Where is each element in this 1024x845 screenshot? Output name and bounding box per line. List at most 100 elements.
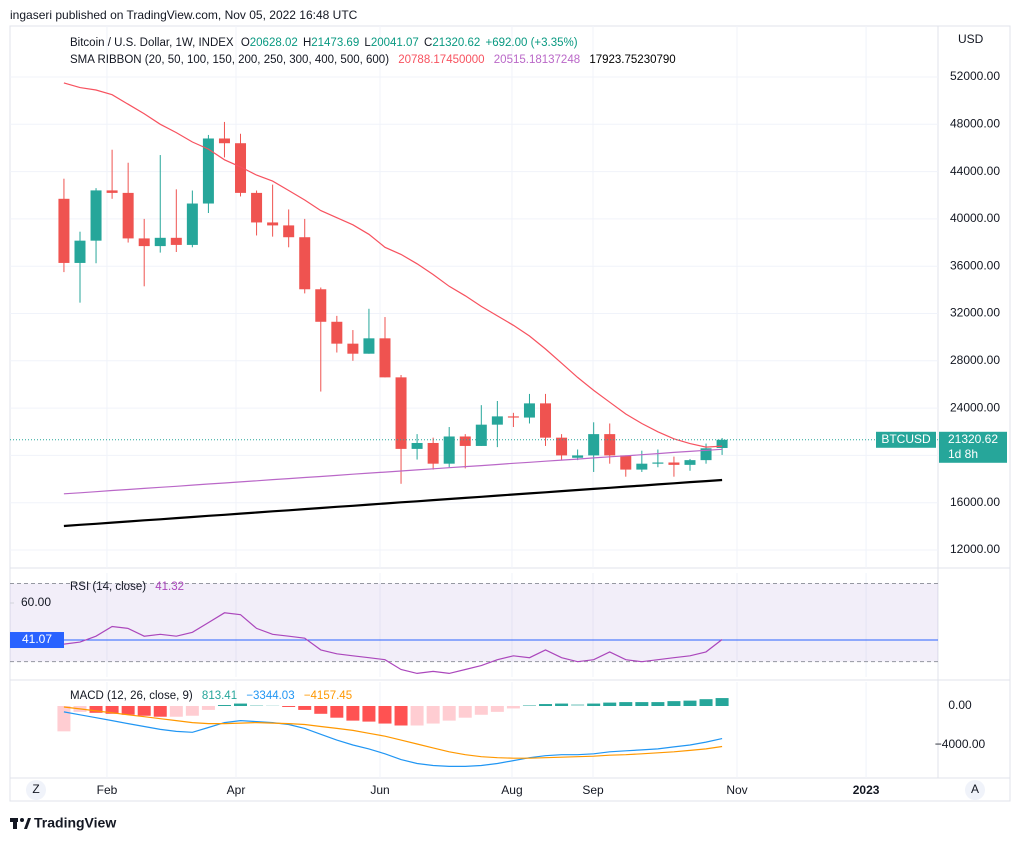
legend-letter: C xyxy=(424,37,432,49)
histogram-bar xyxy=(170,706,183,717)
rsi-title: RSI (14, close) xyxy=(70,581,146,593)
histogram-bar xyxy=(683,701,696,706)
histogram-bar xyxy=(459,706,472,718)
rsi-band xyxy=(10,583,938,661)
legend-letter: O xyxy=(241,37,250,49)
histogram-bar xyxy=(667,701,680,706)
ma-value: 20515.18137248 xyxy=(494,54,580,66)
macd-line xyxy=(64,712,722,767)
candle-body xyxy=(139,238,150,246)
x-tick-label: Apr xyxy=(227,783,246,797)
histogram-bar xyxy=(443,706,456,721)
y-tick-label: 48000.00 xyxy=(950,116,1000,130)
candle-body xyxy=(588,434,599,455)
legend-title: Bitcoin / U.S. Dollar, 1W, INDEX xyxy=(70,37,234,49)
candle-body xyxy=(74,241,85,263)
main-legend: Bitcoin / U.S. Dollar, 1W, INDEX O20628.… xyxy=(70,37,578,49)
histogram-bar xyxy=(218,705,231,706)
currency-label: USD xyxy=(958,32,984,46)
histogram-bar xyxy=(122,706,135,715)
legend-open: 20628.02 xyxy=(250,37,298,49)
y-tick-label: 0.00 xyxy=(948,698,972,712)
histogram-bar xyxy=(507,706,520,708)
ma-title: SMA RIBBON (20, 50, 100, 150, 200, 250, … xyxy=(70,54,389,66)
candle-body xyxy=(235,143,246,193)
histogram-bar xyxy=(700,699,713,706)
candle-body xyxy=(315,289,326,322)
macd-hist-value: 813.41 xyxy=(202,690,237,702)
y-tick-label: 28000.00 xyxy=(950,353,1000,367)
legend-change: +692.00 (+3.35%) xyxy=(485,37,577,49)
candle-body xyxy=(524,403,535,417)
histogram-bar xyxy=(314,706,327,714)
histogram-bar xyxy=(330,706,343,718)
logo-part xyxy=(20,818,24,822)
y-tick-label: 12000.00 xyxy=(950,542,1000,556)
x-tick-label: Sep xyxy=(582,783,604,797)
y-tick-label: 32000.00 xyxy=(950,306,1000,320)
histogram-bar xyxy=(57,706,70,731)
y-tick-label: 40000.00 xyxy=(950,211,1000,225)
candle-body xyxy=(155,238,166,246)
histogram-bar xyxy=(186,706,199,716)
candle-body xyxy=(460,436,471,445)
histogram-bar xyxy=(427,706,440,724)
countdown-label: 1d 8h xyxy=(948,447,978,461)
candle-body xyxy=(283,225,294,237)
histogram-bar xyxy=(202,706,215,710)
histogram-bar xyxy=(234,704,247,706)
rsi-marker-label: 41.07 xyxy=(22,632,52,646)
candle-body xyxy=(684,460,695,465)
symbol-label: BTCUSD xyxy=(881,432,931,446)
candle-body xyxy=(412,443,423,449)
candle-body xyxy=(540,403,551,437)
candle-body xyxy=(556,438,567,456)
x-tick-label: 2023 xyxy=(853,783,880,797)
candle-body xyxy=(331,322,342,344)
brand-text: TradingView xyxy=(34,815,116,831)
legend-letter: H xyxy=(303,37,311,49)
price-label: 21320.62 xyxy=(948,432,998,446)
zoom-button-label[interactable]: Z xyxy=(32,782,39,796)
candle-body xyxy=(347,344,358,354)
legend-high: 21473.69 xyxy=(311,37,359,49)
logo-part xyxy=(13,818,17,829)
candle-body xyxy=(652,462,663,463)
histogram-bar xyxy=(619,702,632,706)
candle-body xyxy=(379,338,390,377)
candle-body xyxy=(123,193,134,239)
histogram-bar xyxy=(491,706,504,712)
candle-body xyxy=(508,416,519,417)
candle-body xyxy=(396,377,407,449)
legend-low: 20041.07 xyxy=(371,37,419,49)
histogram-bar xyxy=(603,703,616,706)
signal-value: −4157.45 xyxy=(304,690,352,702)
candle-body xyxy=(604,434,615,455)
moving-average xyxy=(64,83,722,447)
candle-body xyxy=(251,193,262,223)
histogram-bar xyxy=(651,702,664,706)
histogram-bar xyxy=(395,706,408,725)
histogram-bar xyxy=(250,705,263,706)
candle-body xyxy=(203,138,214,203)
logo-part xyxy=(24,818,31,829)
macd-legend: MACD (12, 26, close, 9) 813.41 −3344.03 … xyxy=(70,690,352,702)
candle-body xyxy=(444,436,455,463)
macd-value: −3344.03 xyxy=(246,690,294,702)
rsi-value: 41.32 xyxy=(155,581,184,593)
histogram-bar xyxy=(571,704,584,706)
candle-body xyxy=(620,455,631,469)
auto-button-label[interactable]: A xyxy=(971,782,979,796)
candle-body xyxy=(187,204,198,245)
y-tick-label: 36000.00 xyxy=(950,258,1000,272)
publisher-line: ingaseri published on TradingView.com, N… xyxy=(10,8,358,22)
histogram-bar xyxy=(555,704,568,706)
y-tick-label: −4000.00 xyxy=(935,737,986,751)
candle-body xyxy=(91,190,102,240)
candle-body xyxy=(219,138,230,143)
histogram-bar xyxy=(475,706,488,715)
histogram-bar xyxy=(346,706,359,721)
histogram-bar xyxy=(282,706,295,707)
y-tick-label: 60.00 xyxy=(21,595,51,609)
candle-body xyxy=(171,238,182,245)
